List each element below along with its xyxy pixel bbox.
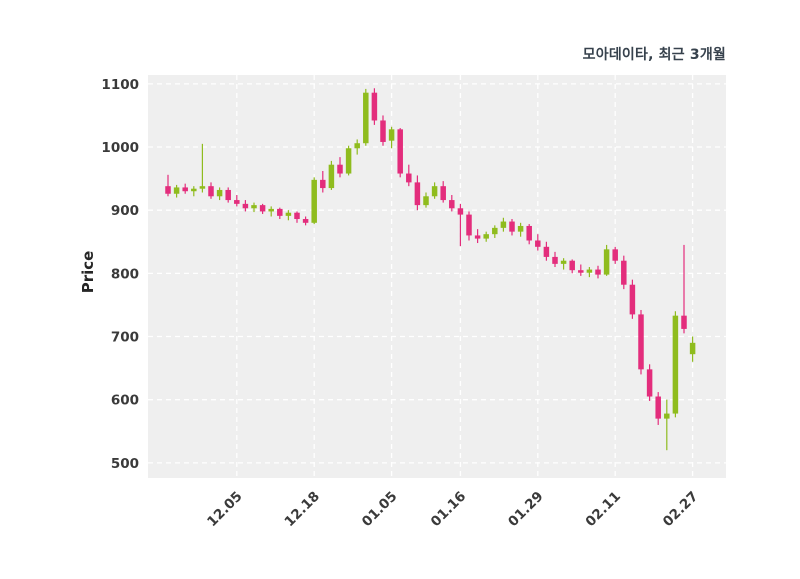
candle-body: [397, 129, 403, 174]
y-tick-label: 900: [111, 203, 139, 219]
candle-body: [664, 413, 670, 419]
candle-body: [302, 219, 309, 223]
candle-body: [388, 129, 395, 141]
x-tick-label: 12.18: [282, 489, 324, 531]
candle-body: [311, 179, 317, 223]
candle-body: [535, 240, 541, 247]
candle-body: [294, 212, 300, 220]
candle-body: [483, 234, 489, 239]
y-tick-label: 1000: [101, 140, 139, 156]
candle-body: [543, 246, 550, 257]
candle-body: [380, 120, 386, 142]
candle-body: [363, 92, 369, 144]
candle-body: [578, 270, 584, 273]
candle-body: [268, 208, 274, 212]
candle-body: [569, 260, 575, 271]
candle-body: [345, 148, 352, 174]
chart-title: 모아데이타, 최근 3개월: [582, 47, 726, 63]
candle-body: [612, 249, 618, 261]
candle-body: [414, 182, 421, 206]
candle-body: [492, 227, 498, 235]
candle-body: [655, 396, 661, 419]
candle-body: [431, 186, 438, 197]
candle-body: [466, 214, 472, 236]
candle-body: [526, 225, 532, 241]
candle-body: [672, 315, 679, 414]
candle-body: [328, 164, 335, 189]
candle-body: [474, 235, 481, 239]
x-tick-label: 02.27: [660, 489, 702, 531]
candle-body: [638, 314, 644, 370]
candle-body: [681, 315, 687, 329]
candle-body: [646, 369, 653, 397]
candle-body: [191, 188, 197, 192]
candle-body: [173, 187, 180, 194]
candle-body: [371, 92, 378, 121]
candle-body: [603, 249, 610, 275]
candle-body: [595, 269, 601, 275]
candle-body: [500, 221, 507, 228]
candle-body: [621, 260, 627, 285]
candle-body: [277, 208, 283, 216]
candle-body: [242, 203, 249, 209]
y-tick-label: 600: [111, 393, 139, 409]
candle-body: [234, 200, 240, 204]
candle-body: [225, 189, 231, 201]
x-tick-label: 12.05: [204, 489, 246, 531]
y-tick-label: 500: [111, 456, 139, 472]
candle-body: [423, 196, 429, 206]
candle-body: [440, 186, 446, 201]
candle-body: [216, 189, 223, 197]
candle-body: [337, 164, 343, 174]
candle-body: [552, 256, 558, 264]
candle-body: [251, 205, 257, 209]
candle-body: [285, 212, 292, 216]
candle-body: [320, 179, 326, 189]
candle-body: [165, 186, 171, 194]
candle-body: [199, 186, 206, 189]
candle-body: [406, 173, 412, 183]
candle-body: [560, 260, 567, 264]
y-tick-label: 1100: [101, 77, 139, 93]
x-tick-label: 01.05: [359, 489, 401, 531]
candle-body: [208, 186, 214, 197]
x-tick-label: 01.29: [505, 489, 547, 531]
x-tick-label: 01.16: [428, 489, 470, 531]
candle-body: [449, 200, 455, 209]
plot-background: [148, 75, 726, 478]
y-tick-label: 700: [111, 330, 139, 346]
candle-body: [354, 143, 360, 149]
candle-body: [629, 284, 636, 315]
candle-body: [689, 342, 696, 355]
y-tick-label: 800: [111, 266, 139, 282]
candle-body: [259, 205, 266, 212]
x-tick-label: 02.11: [583, 489, 625, 531]
candle-body: [517, 225, 524, 232]
candle-body: [457, 208, 464, 215]
candle-body: [509, 221, 515, 232]
candle-body: [586, 269, 593, 273]
candle-body: [182, 187, 188, 192]
y-axis-label: Price: [79, 250, 97, 294]
